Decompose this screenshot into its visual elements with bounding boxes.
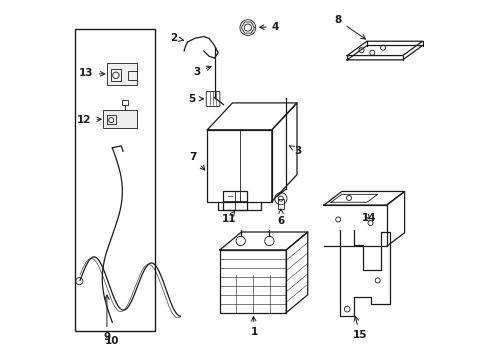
Text: 14: 14 [362,213,376,222]
Bar [103,110,137,128]
Text: 1: 1 [251,316,258,337]
Bar [128,71,137,80]
Text: 10: 10 [105,336,120,346]
Bar [122,100,128,105]
Bar [220,250,286,313]
Text: 4: 4 [260,22,279,32]
Text: 3: 3 [289,145,302,156]
Text: 15: 15 [352,316,367,340]
Text: 5: 5 [188,94,203,104]
Bar [223,191,247,211]
Text: 11: 11 [221,211,236,224]
Bar [107,116,116,125]
Text: 13: 13 [79,68,105,78]
Bar [207,130,272,202]
Bar [107,63,137,85]
Text: 6: 6 [278,209,285,226]
Text: 2: 2 [171,33,183,43]
Bar [111,69,122,81]
Text: 3: 3 [194,66,211,77]
Text: 9: 9 [103,295,111,342]
Text: 12: 12 [77,115,101,125]
Text: 8: 8 [335,15,366,39]
Text: 7: 7 [189,152,205,170]
Bar [278,199,284,209]
Bar [74,30,155,330]
